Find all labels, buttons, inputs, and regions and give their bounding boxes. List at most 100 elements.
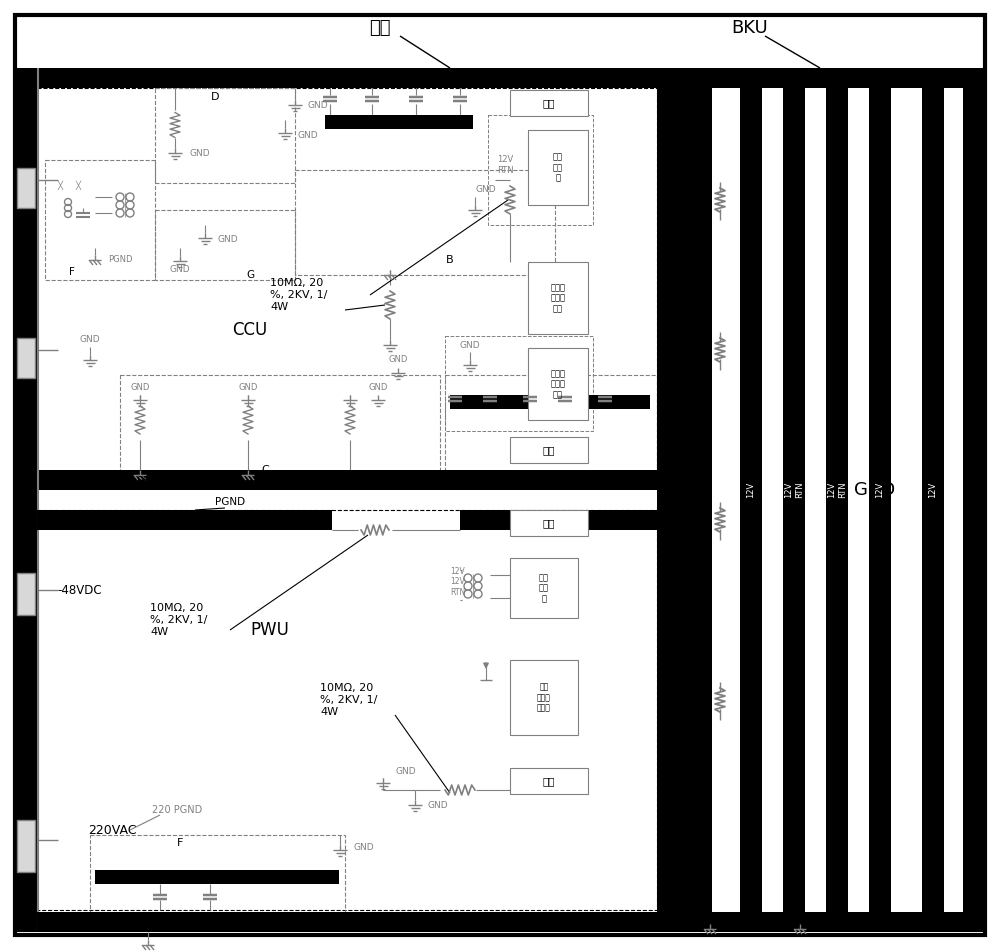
Bar	[963, 68, 985, 932]
Bar	[510, 768, 588, 794]
Bar	[37, 510, 332, 530]
Text: GND: GND	[170, 266, 190, 274]
Text: GND: GND	[368, 384, 388, 392]
Text: A: A	[526, 478, 534, 488]
Text: 10MΩ, 20
%, 2KV, 1/
4W: 10MΩ, 20 %, 2KV, 1/ 4W	[320, 684, 377, 717]
Text: -48VDC: -48VDC	[58, 584, 102, 597]
Bar	[528, 130, 588, 205]
Text: GND: GND	[460, 341, 480, 349]
Text: F: F	[177, 838, 183, 848]
Text: 电源
滤波
器: 电源 滤波 器	[539, 573, 549, 603]
Text: 导针: 导针	[543, 776, 555, 786]
Bar	[17, 573, 35, 615]
Text: G: G	[246, 270, 254, 280]
Bar	[510, 437, 588, 463]
Bar	[445, 375, 657, 488]
Bar	[325, 115, 473, 129]
Text: BKU: BKU	[732, 19, 768, 37]
Bar	[295, 170, 555, 275]
Text: PGND: PGND	[108, 255, 132, 265]
Bar	[37, 470, 657, 490]
Bar	[15, 912, 657, 932]
Bar	[657, 912, 985, 932]
Bar	[120, 375, 440, 475]
Text: PWU: PWU	[251, 621, 289, 639]
Bar	[45, 160, 155, 280]
Text: SEG2: SEG2	[161, 74, 189, 84]
Bar	[90, 835, 345, 923]
Bar	[210, 68, 265, 88]
Text: 10MΩ, 20
%, 2KV, 1/
4W: 10MΩ, 20 %, 2KV, 1/ 4W	[270, 278, 327, 311]
Text: F: F	[69, 267, 75, 277]
Bar	[445, 336, 593, 431]
Text: 导针: 导针	[543, 445, 555, 455]
Text: GND: GND	[353, 843, 374, 852]
Bar	[295, 68, 657, 88]
Text: 12V
RTN: 12V RTN	[784, 482, 804, 498]
Bar	[37, 88, 657, 488]
Bar	[37, 510, 657, 910]
Text: SEG3: SEG3	[136, 476, 164, 486]
Bar	[155, 210, 295, 280]
Bar	[528, 348, 588, 420]
Text: 220 PGND: 220 PGND	[152, 805, 202, 815]
Text: GND: GND	[854, 481, 896, 499]
Text: 12V: 12V	[876, 482, 885, 498]
Text: C: C	[261, 465, 269, 475]
Text: GND: GND	[396, 767, 417, 777]
Text: GND: GND	[130, 384, 150, 392]
Bar	[826, 68, 848, 932]
Bar	[869, 68, 891, 932]
Text: GND: GND	[190, 149, 211, 158]
Bar	[657, 68, 712, 932]
Text: D: D	[211, 92, 219, 102]
Text: GND: GND	[80, 335, 100, 345]
Text: GND: GND	[298, 130, 319, 140]
Bar	[15, 68, 37, 932]
Text: 10MΩ, 20
%, 2KV, 1/
4W: 10MΩ, 20 %, 2KV, 1/ 4W	[150, 604, 207, 637]
Text: B: B	[446, 255, 454, 265]
Text: GND: GND	[218, 235, 239, 245]
Bar	[95, 870, 339, 884]
Text: PGND: PGND	[215, 497, 245, 507]
Bar	[37, 912, 657, 932]
Bar	[15, 68, 657, 88]
Bar	[450, 395, 650, 409]
Text: 12V
RTN: 12V RTN	[497, 155, 513, 175]
Bar	[510, 660, 578, 735]
Text: 电源
滤波
器: 电源 滤波 器	[553, 152, 563, 183]
Text: 导针: 导针	[543, 98, 555, 108]
Text: 220VAC: 220VAC	[88, 823, 136, 837]
Text: 12V
12V
RTN: 12V 12V RTN	[450, 567, 466, 597]
Bar	[510, 510, 588, 536]
Text: GND: GND	[238, 384, 258, 392]
Bar	[155, 88, 295, 183]
Text: 机壳: 机壳	[369, 19, 391, 37]
Text: CCU: CCU	[232, 321, 268, 339]
Bar	[510, 558, 578, 618]
Bar	[510, 90, 588, 116]
Text: 12V
RTN: 12V RTN	[827, 482, 847, 498]
Text: ╳: ╳	[58, 180, 62, 189]
Text: 控制
传感器
滤波器: 控制 传感器 滤波器	[537, 683, 551, 712]
Text: 12V: 12V	[928, 482, 938, 498]
Text: SEG1: SEG1	[476, 476, 504, 486]
Text: 低速传
感器滤
波器: 低速传 感器滤 波器	[550, 369, 566, 399]
Text: ╳: ╳	[76, 180, 80, 189]
Bar	[922, 68, 944, 932]
Text: GND: GND	[428, 802, 449, 810]
Text: GND: GND	[308, 102, 329, 110]
Bar	[488, 115, 593, 225]
Text: 导针: 导针	[543, 518, 555, 528]
Text: 高速传
感器滤
波器: 高速传 感器滤 波器	[550, 283, 566, 313]
Bar	[740, 68, 762, 932]
Text: PGND: PGND	[400, 74, 430, 84]
Text: 12V: 12V	[746, 482, 756, 498]
Bar	[37, 68, 182, 88]
Bar	[17, 168, 35, 208]
Bar	[17, 338, 35, 378]
Text: GND: GND	[388, 355, 408, 365]
Text: GND: GND	[475, 186, 496, 194]
Bar	[17, 820, 35, 872]
Bar	[783, 68, 805, 932]
